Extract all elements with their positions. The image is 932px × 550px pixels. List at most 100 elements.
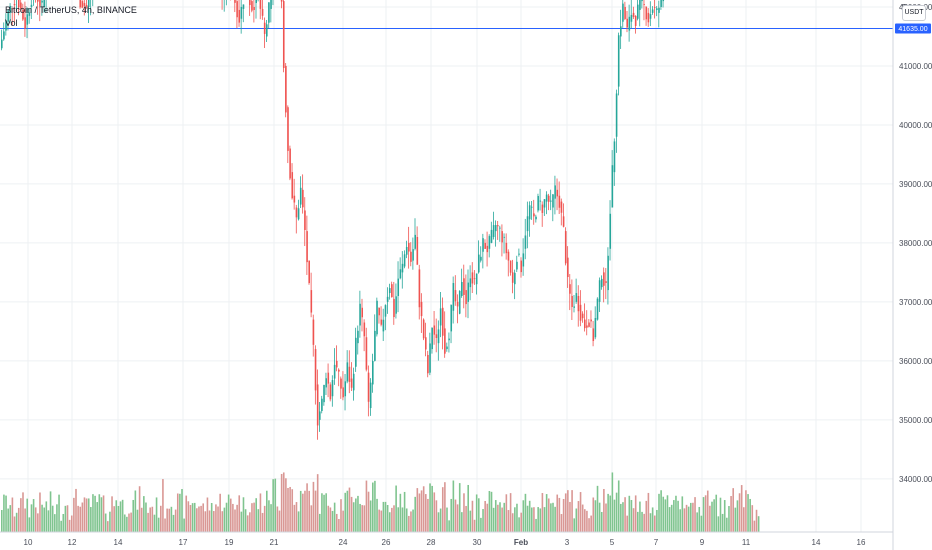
volume-bar xyxy=(531,507,533,532)
volume-indicator-label[interactable]: Vol xyxy=(5,18,18,28)
volume-bar xyxy=(668,507,671,532)
candle-body xyxy=(372,361,374,385)
candle-body xyxy=(310,290,313,313)
volume-bar xyxy=(427,498,429,532)
candle-body xyxy=(600,278,603,288)
candle-body xyxy=(560,201,563,213)
candle-body xyxy=(611,165,614,208)
price-axis[interactable]: 34000.00 35000.00 36000.00 37000.00 38000.00… xyxy=(899,3,932,484)
candle-body xyxy=(613,141,616,173)
volume-bar xyxy=(261,512,264,532)
volume-bar xyxy=(174,509,177,532)
volume-bar xyxy=(215,504,217,532)
candle-body xyxy=(547,195,550,202)
candle-body xyxy=(452,283,455,311)
volume-bar xyxy=(736,500,739,532)
candle-body xyxy=(662,0,665,2)
volume-bar xyxy=(581,504,584,532)
candle-body xyxy=(399,269,402,279)
candle-body xyxy=(384,305,387,317)
candle-body xyxy=(395,296,397,314)
date-tick-label: 3 xyxy=(565,538,570,547)
currency-button[interactable]: USDT xyxy=(902,5,926,21)
volume-bar xyxy=(499,502,501,532)
volume-bar xyxy=(435,500,438,532)
candle-body xyxy=(556,189,559,197)
price-tick-label: 36000.00 xyxy=(899,357,932,366)
volume-bar xyxy=(418,493,421,532)
candle-body xyxy=(420,301,423,317)
date-tick-label: 12 xyxy=(68,538,77,547)
candle-body xyxy=(282,1,285,69)
volume-bar xyxy=(511,513,514,532)
volume-bar xyxy=(467,484,469,532)
volume-bar xyxy=(698,506,701,532)
candle-body xyxy=(653,6,656,8)
volume-bar xyxy=(100,497,103,532)
volume-bar xyxy=(104,513,107,532)
volume-bar xyxy=(639,501,641,532)
volume-bar xyxy=(399,493,402,532)
candle-body xyxy=(450,305,453,332)
volume-bar xyxy=(405,508,408,532)
volume-bar xyxy=(293,504,296,532)
volume-bar xyxy=(270,504,272,532)
candle-body xyxy=(567,257,569,278)
date-tick-label: 5 xyxy=(610,538,615,547)
candle-body xyxy=(575,293,578,302)
volume-bar xyxy=(571,490,573,532)
volume-bar xyxy=(687,506,690,532)
volume-bar xyxy=(715,494,718,532)
candle-body xyxy=(418,269,421,308)
candle-body xyxy=(573,306,575,308)
candle-body xyxy=(473,278,476,280)
candle-body xyxy=(306,231,308,263)
candle-body xyxy=(280,0,283,2)
volume-bar xyxy=(391,507,393,532)
volume-bar xyxy=(244,509,247,532)
volume-bar xyxy=(386,505,389,532)
volume-bar xyxy=(350,496,353,532)
candle-body xyxy=(261,8,264,16)
candle-body xyxy=(577,295,580,312)
volume-bar xyxy=(117,505,120,532)
volume-bar xyxy=(206,497,209,532)
volume-bar xyxy=(456,504,459,532)
date-tick-label: 28 xyxy=(427,538,436,547)
volume-bar xyxy=(486,503,489,532)
candle-body xyxy=(321,398,323,411)
volume-bar xyxy=(677,500,679,532)
volume-bar xyxy=(412,509,414,532)
candle-body xyxy=(628,16,631,31)
volume-bar xyxy=(304,490,306,532)
time-axis[interactable]: 10 12 14 17 19 21 24 26 28 30 Feb 3 5 7 9 11 14 16 xyxy=(24,538,866,547)
candle-body xyxy=(471,272,474,284)
volume-bar xyxy=(355,498,357,532)
candle-body xyxy=(5,20,7,31)
candle-body xyxy=(492,225,495,238)
volume-bar xyxy=(537,507,539,532)
candle-body xyxy=(87,0,90,7)
candle-body xyxy=(325,378,327,388)
volume-bar xyxy=(68,519,71,532)
volume-bar xyxy=(624,497,626,532)
volume-bar xyxy=(64,505,67,532)
volume-histogram xyxy=(1,472,760,532)
candle-body xyxy=(234,0,236,3)
volume-bar xyxy=(702,497,705,532)
date-tick-label: Feb xyxy=(514,538,528,547)
volume-bar xyxy=(569,501,571,532)
volume-bar xyxy=(564,493,567,532)
volume-bar xyxy=(83,497,86,532)
volume-bar xyxy=(217,506,219,532)
volume-bar xyxy=(410,511,412,532)
symbol-title[interactable]: Bitcoin / TetherUS, 4h, BINANCE xyxy=(5,5,137,15)
volume-bar xyxy=(181,489,183,532)
volume-bar xyxy=(94,495,96,532)
volume-bar xyxy=(329,507,332,532)
volume-bar xyxy=(168,508,171,532)
volume-bar xyxy=(622,502,624,532)
candle-body xyxy=(503,236,506,238)
volume-bar xyxy=(227,494,230,532)
